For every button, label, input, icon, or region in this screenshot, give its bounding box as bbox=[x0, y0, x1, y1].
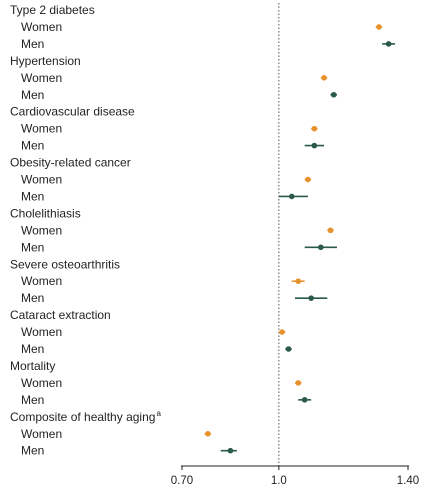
point-estimate-type-2-diabetes-women bbox=[376, 24, 382, 30]
point-estimate-cardiovascular-disease-men bbox=[311, 142, 318, 149]
sex-label-men: Men bbox=[21, 291, 44, 305]
point-estimate-type-2-diabetes-men bbox=[385, 41, 392, 47]
sex-label-men: Men bbox=[21, 444, 44, 458]
outcome-label-obesity-related-cancer: Obesity-related cancer bbox=[10, 156, 131, 170]
sex-label-men: Men bbox=[21, 88, 44, 102]
outcome-label-hypertension: Hypertension bbox=[10, 54, 81, 68]
x-tick-label: 1.0 bbox=[271, 475, 287, 487]
point-estimate-cataract-extraction-men bbox=[285, 346, 292, 352]
point-estimate-severe-osteoarthritis-men bbox=[308, 295, 314, 301]
sex-label-women: Women bbox=[21, 325, 62, 339]
point-estimate-cholelithiasis-women bbox=[327, 227, 334, 234]
point-estimate-hypertension-men bbox=[330, 91, 337, 98]
sex-label-women: Women bbox=[21, 274, 62, 288]
outcome-footnote-marker: a bbox=[156, 409, 161, 418]
outcome-label-mortality: Mortality bbox=[10, 359, 55, 373]
x-tick-label: 0.70 bbox=[171, 475, 193, 487]
sex-label-women: Women bbox=[21, 122, 62, 136]
point-estimate-cholelithiasis-men bbox=[318, 244, 324, 251]
point-estimate-obesity-related-cancer-men bbox=[288, 193, 295, 200]
point-estimate-obesity-related-cancer-women bbox=[305, 176, 311, 183]
sex-label-men: Men bbox=[21, 189, 44, 203]
sex-label-women: Women bbox=[21, 427, 62, 441]
outcome-label-cataract-extraction: Cataract extraction bbox=[10, 308, 111, 322]
point-estimate-cardiovascular-disease-women bbox=[311, 125, 318, 132]
point-estimate-composite-of-healthy-aging-men bbox=[227, 447, 234, 454]
outcome-label-type-2-diabetes: Type 2 diabetes bbox=[10, 3, 95, 17]
outcome-label-cholelithiasis: Cholelithiasis bbox=[10, 206, 81, 220]
point-estimate-mortality-men bbox=[301, 397, 308, 403]
sex-label-women: Women bbox=[21, 223, 62, 237]
point-estimate-composite-of-healthy-aging-women bbox=[205, 430, 211, 437]
point-estimate-mortality-women bbox=[295, 380, 302, 386]
sex-label-men: Men bbox=[21, 342, 44, 356]
estimate-markers bbox=[204, 24, 396, 454]
sex-label-men: Men bbox=[21, 139, 44, 153]
outcome-label-cardiovascular-disease: Cardiovascular disease bbox=[10, 105, 135, 119]
sex-label-men: Men bbox=[21, 393, 44, 407]
sex-label-women: Women bbox=[21, 173, 62, 187]
x-axis: 0.70 1.0 1.40 bbox=[171, 465, 419, 487]
point-estimate-hypertension-women bbox=[321, 75, 327, 81]
outcome-label-severe-osteoarthritis: Severe osteoarthritis bbox=[10, 257, 120, 271]
point-estimate-severe-osteoarthritis-women bbox=[295, 278, 302, 285]
x-tick-label: 1.40 bbox=[397, 475, 419, 487]
sex-label-men: Men bbox=[21, 240, 44, 254]
sex-label-women: Women bbox=[21, 71, 62, 85]
outcome-label-composite-of-healthy-aging: Composite of healthy aging bbox=[10, 410, 155, 424]
sex-label-women: Women bbox=[21, 376, 62, 390]
point-estimate-cataract-extraction-women bbox=[279, 329, 285, 335]
sex-label-men: Men bbox=[21, 37, 44, 51]
outcome-labels: Type 2 diabetes Women Men Hypertension Women… bbox=[10, 3, 161, 458]
sex-label-women: Women bbox=[21, 20, 62, 34]
